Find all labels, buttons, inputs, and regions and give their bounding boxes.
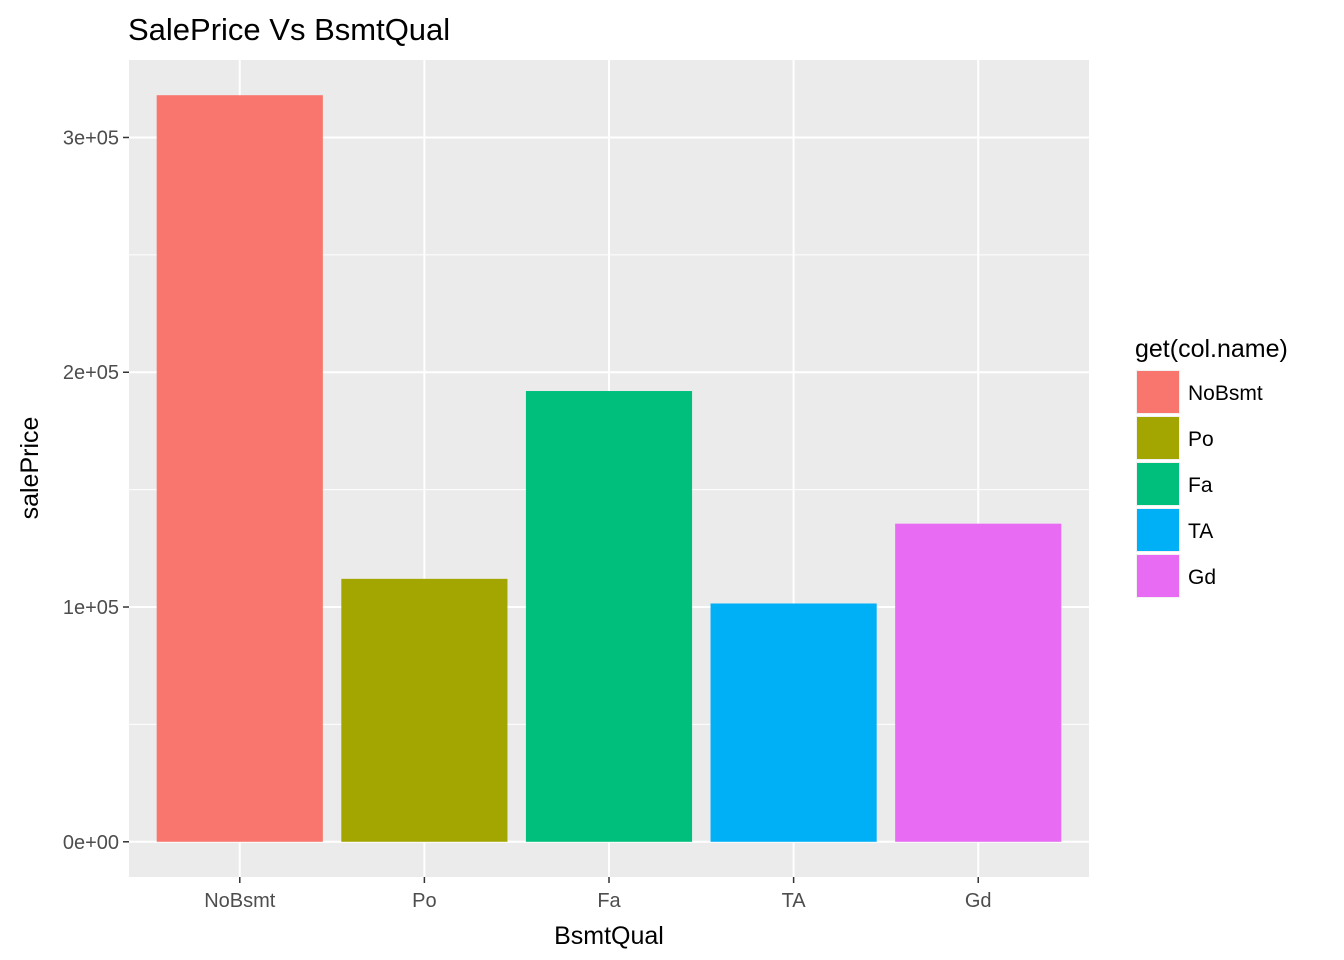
legend-label: Po — [1188, 428, 1214, 451]
legend-swatch-po — [1137, 417, 1179, 459]
x-tick-label: NoBsmt — [204, 890, 276, 912]
legend-title: get(col.name) — [1135, 335, 1288, 363]
y-tick-label: 0e+00 — [63, 832, 119, 854]
bar-ta — [710, 603, 877, 842]
x-tick-label: Po — [412, 890, 436, 912]
x-axis-title: BsmtQual — [554, 922, 664, 950]
y-tick-label: 1e+05 — [63, 597, 119, 619]
y-axis-title: salePrice — [16, 417, 44, 520]
y-tick-label: 2e+05 — [63, 362, 119, 384]
legend-swatch-gd — [1137, 555, 1179, 597]
legend-swatch-ta — [1137, 509, 1179, 551]
legend-label: NoBsmt — [1188, 382, 1263, 405]
x-tick-label: Gd — [965, 890, 992, 912]
x-tick-label: TA — [782, 890, 807, 912]
bars — [156, 95, 1062, 842]
bar-gd — [895, 523, 1062, 842]
y-tick-label: 3e+05 — [63, 127, 119, 149]
bar-nobsmt — [156, 95, 323, 842]
legend-label: TA — [1188, 520, 1213, 543]
bar-po — [341, 578, 508, 842]
legend: get(col.name) NoBsmt Po Fa TA Gd — [1135, 335, 1288, 598]
legend-label: Gd — [1188, 566, 1216, 589]
legend-items: NoBsmt Po Fa TA Gd — [1136, 370, 1263, 598]
legend-swatch-nobsmt — [1137, 371, 1179, 413]
x-tick-label: Fa — [597, 890, 621, 912]
y-axis: 0e+00 1e+05 2e+05 3e+05 — [63, 127, 129, 854]
bar-fa — [525, 391, 693, 842]
legend-label: Fa — [1188, 474, 1213, 497]
legend-swatch-fa — [1137, 463, 1179, 505]
x-axis: NoBsmt Po Fa TA Gd — [204, 877, 992, 912]
chart-title: SalePrice Vs BsmtQual — [128, 12, 450, 47]
